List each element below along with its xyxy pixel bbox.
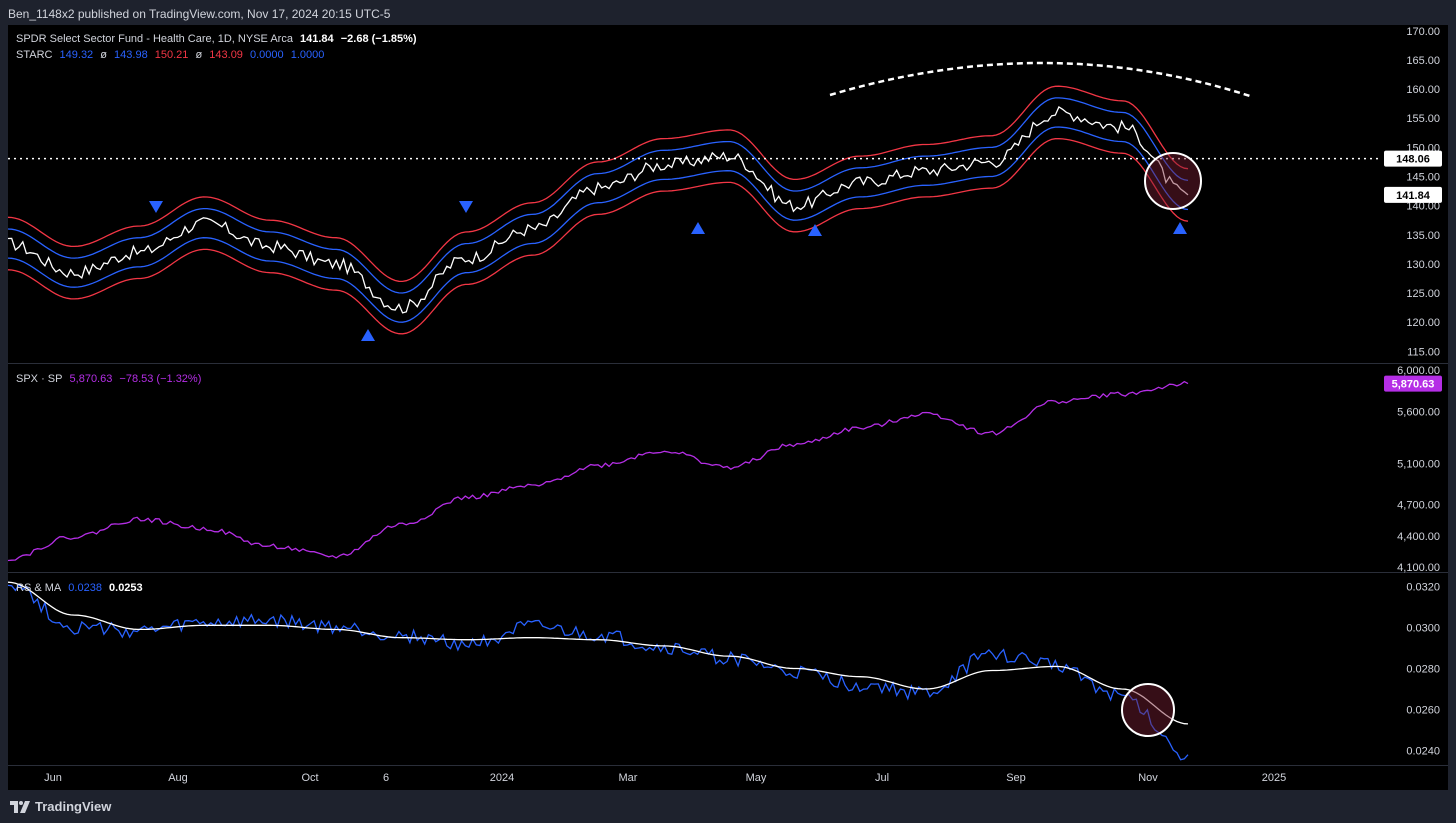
main-last-value: 141.84: [300, 33, 334, 45]
x-axis-tick-label: Sep: [1006, 772, 1026, 784]
rs-value: 0.0238: [68, 582, 102, 594]
starc-indicator-name[interactable]: STARC: [16, 49, 53, 61]
x-axis-tick-label: 2024: [490, 772, 514, 784]
spx-change: −78.53 (−1.32%): [119, 373, 202, 385]
main-change-value: −2.68 (−1.85%): [340, 33, 417, 45]
starc-band-line: [8, 97, 1189, 294]
triangle-up-marker-icon: [361, 329, 375, 341]
triangle-down-marker-icon: [149, 201, 163, 213]
footer: TradingView: [0, 790, 1456, 823]
x-axis-tick-label: Mar: [619, 772, 638, 784]
rs-legend[interactable]: RS & MA 0.0238 0.0253: [16, 582, 147, 594]
price-label-text: 141.84: [1396, 190, 1431, 202]
tradingview-logo[interactable]: TradingView: [10, 799, 111, 814]
starc-value-1: 149.32: [59, 49, 94, 61]
x-axis-tick-label: Jul: [875, 772, 889, 784]
highlight-circle: [1144, 152, 1202, 210]
triangle-up-marker-icon: [808, 224, 822, 236]
x-axis-tick-label: Aug: [168, 772, 188, 784]
spx-y-tick-label: 4,700.00: [1397, 500, 1440, 512]
price-label-text: 148.06: [1396, 154, 1430, 166]
rs-title[interactable]: RS & MA: [16, 582, 62, 594]
main-y-tick-label: 160.00: [1406, 84, 1440, 96]
spx-y-tick-label: 6,000.00: [1397, 365, 1440, 377]
main-series-line: [8, 106, 1189, 314]
rs-y-tick-label: 0.0240: [1406, 746, 1440, 758]
main-y-tick-label: 165.00: [1406, 55, 1440, 67]
x-axis-tick-label: 2025: [1262, 772, 1286, 784]
spx-value: 5,870.63: [69, 373, 113, 385]
spx-series-line: [8, 380, 1189, 562]
spx-title[interactable]: SPX · SP: [16, 373, 63, 385]
starc-band-line: [8, 85, 1189, 283]
tradingview-logo-icon: [10, 800, 30, 813]
main-y-tick-label: 145.00: [1406, 172, 1440, 184]
published-header: Ben_1148x2 published on TradingView.com,…: [0, 0, 1456, 25]
main-y-tick-label: 135.00: [1406, 230, 1440, 242]
chart-area[interactable]: 170.00 165.00 160.00 155.00 150.00 145.00 140.…: [8, 25, 1448, 790]
x-axis-tick-label: Nov: [1138, 772, 1158, 784]
main-y-tick-label: 155.00: [1406, 113, 1440, 125]
diameter-icon: ø: [195, 49, 203, 61]
rs-y-tick-label: 0.0260: [1406, 705, 1440, 717]
spx-y-tick-label: 5,600.00: [1397, 407, 1440, 419]
starc-value-3: 150.21: [154, 49, 189, 61]
starc-band-line: [8, 126, 1189, 323]
price-label-box: [1384, 150, 1442, 167]
starc-value-6: 1.0000: [290, 49, 325, 61]
starc-value-5: 0.0000: [250, 49, 284, 61]
main-y-tick-label: 120.00: [1406, 317, 1440, 329]
triangle-up-marker-icon: [691, 222, 705, 234]
starc-value-2: 143.98: [114, 49, 148, 61]
x-axis-tick-label: Jun: [44, 772, 62, 784]
spx-y-tick-label: 4,400.00: [1397, 531, 1440, 543]
triangle-up-marker-icon: [1173, 222, 1187, 234]
main-y-tick-label: 115.00: [1407, 346, 1440, 358]
published-text: Ben_1148x2 published on TradingView.com,…: [8, 7, 391, 21]
starc-band-line: [8, 138, 1189, 335]
main-y-tick-label: 140.00: [1406, 201, 1440, 213]
triangle-down-marker-icon: [459, 201, 473, 213]
main-symbol-title[interactable]: SPDR Select Sector Fund - Health Care, 1…: [16, 33, 293, 45]
spx-y-tick-label: 4,100.00: [1397, 562, 1440, 574]
spx-legend[interactable]: SPX · SP 5,870.63 −78.53 (−1.32%): [16, 373, 205, 385]
main-legend[interactable]: SPDR Select Sector Fund - Health Care, 1…: [16, 33, 421, 45]
spx-last-label-text: 5,870.63: [1392, 379, 1435, 391]
main-y-tick-label: 125.00: [1406, 288, 1440, 300]
dashed-arc-annotation: [829, 61, 1254, 99]
rs-y-tick-label: 0.0320: [1406, 581, 1440, 593]
diameter-icon: ø: [100, 49, 107, 61]
rs-y-tick-label: 0.0300: [1406, 622, 1440, 634]
chart-canvas[interactable]: 170.00165.00160.00155.00150.00145.00140.…: [8, 25, 1448, 790]
rs-y-tick-label: 0.0280: [1406, 663, 1440, 675]
spx-y-tick-label: 5,100.00: [1397, 458, 1440, 470]
x-axis-tick-label: May: [746, 772, 767, 784]
x-axis-tick-label: Oct: [301, 772, 318, 784]
price-label-box: [1384, 186, 1442, 203]
rs-series-line: [8, 583, 1189, 761]
rs-series-line: [8, 581, 1189, 725]
main-y-tick-label: 170.00: [1406, 26, 1440, 38]
tradingview-logo-text: TradingView: [35, 799, 112, 814]
main-y-tick-label: 130.00: [1406, 259, 1440, 271]
starc-value-4: 143.09: [209, 49, 243, 61]
starc-legend[interactable]: STARC 149.32 ø 143.98 150.21 ø 143.09 0.…: [16, 49, 328, 61]
rs-highlight-circle: [1121, 683, 1175, 737]
ma-value: 0.0253: [109, 582, 143, 594]
x-axis-tick-label: 6: [383, 772, 389, 784]
spx-last-label-box: [1384, 375, 1442, 392]
